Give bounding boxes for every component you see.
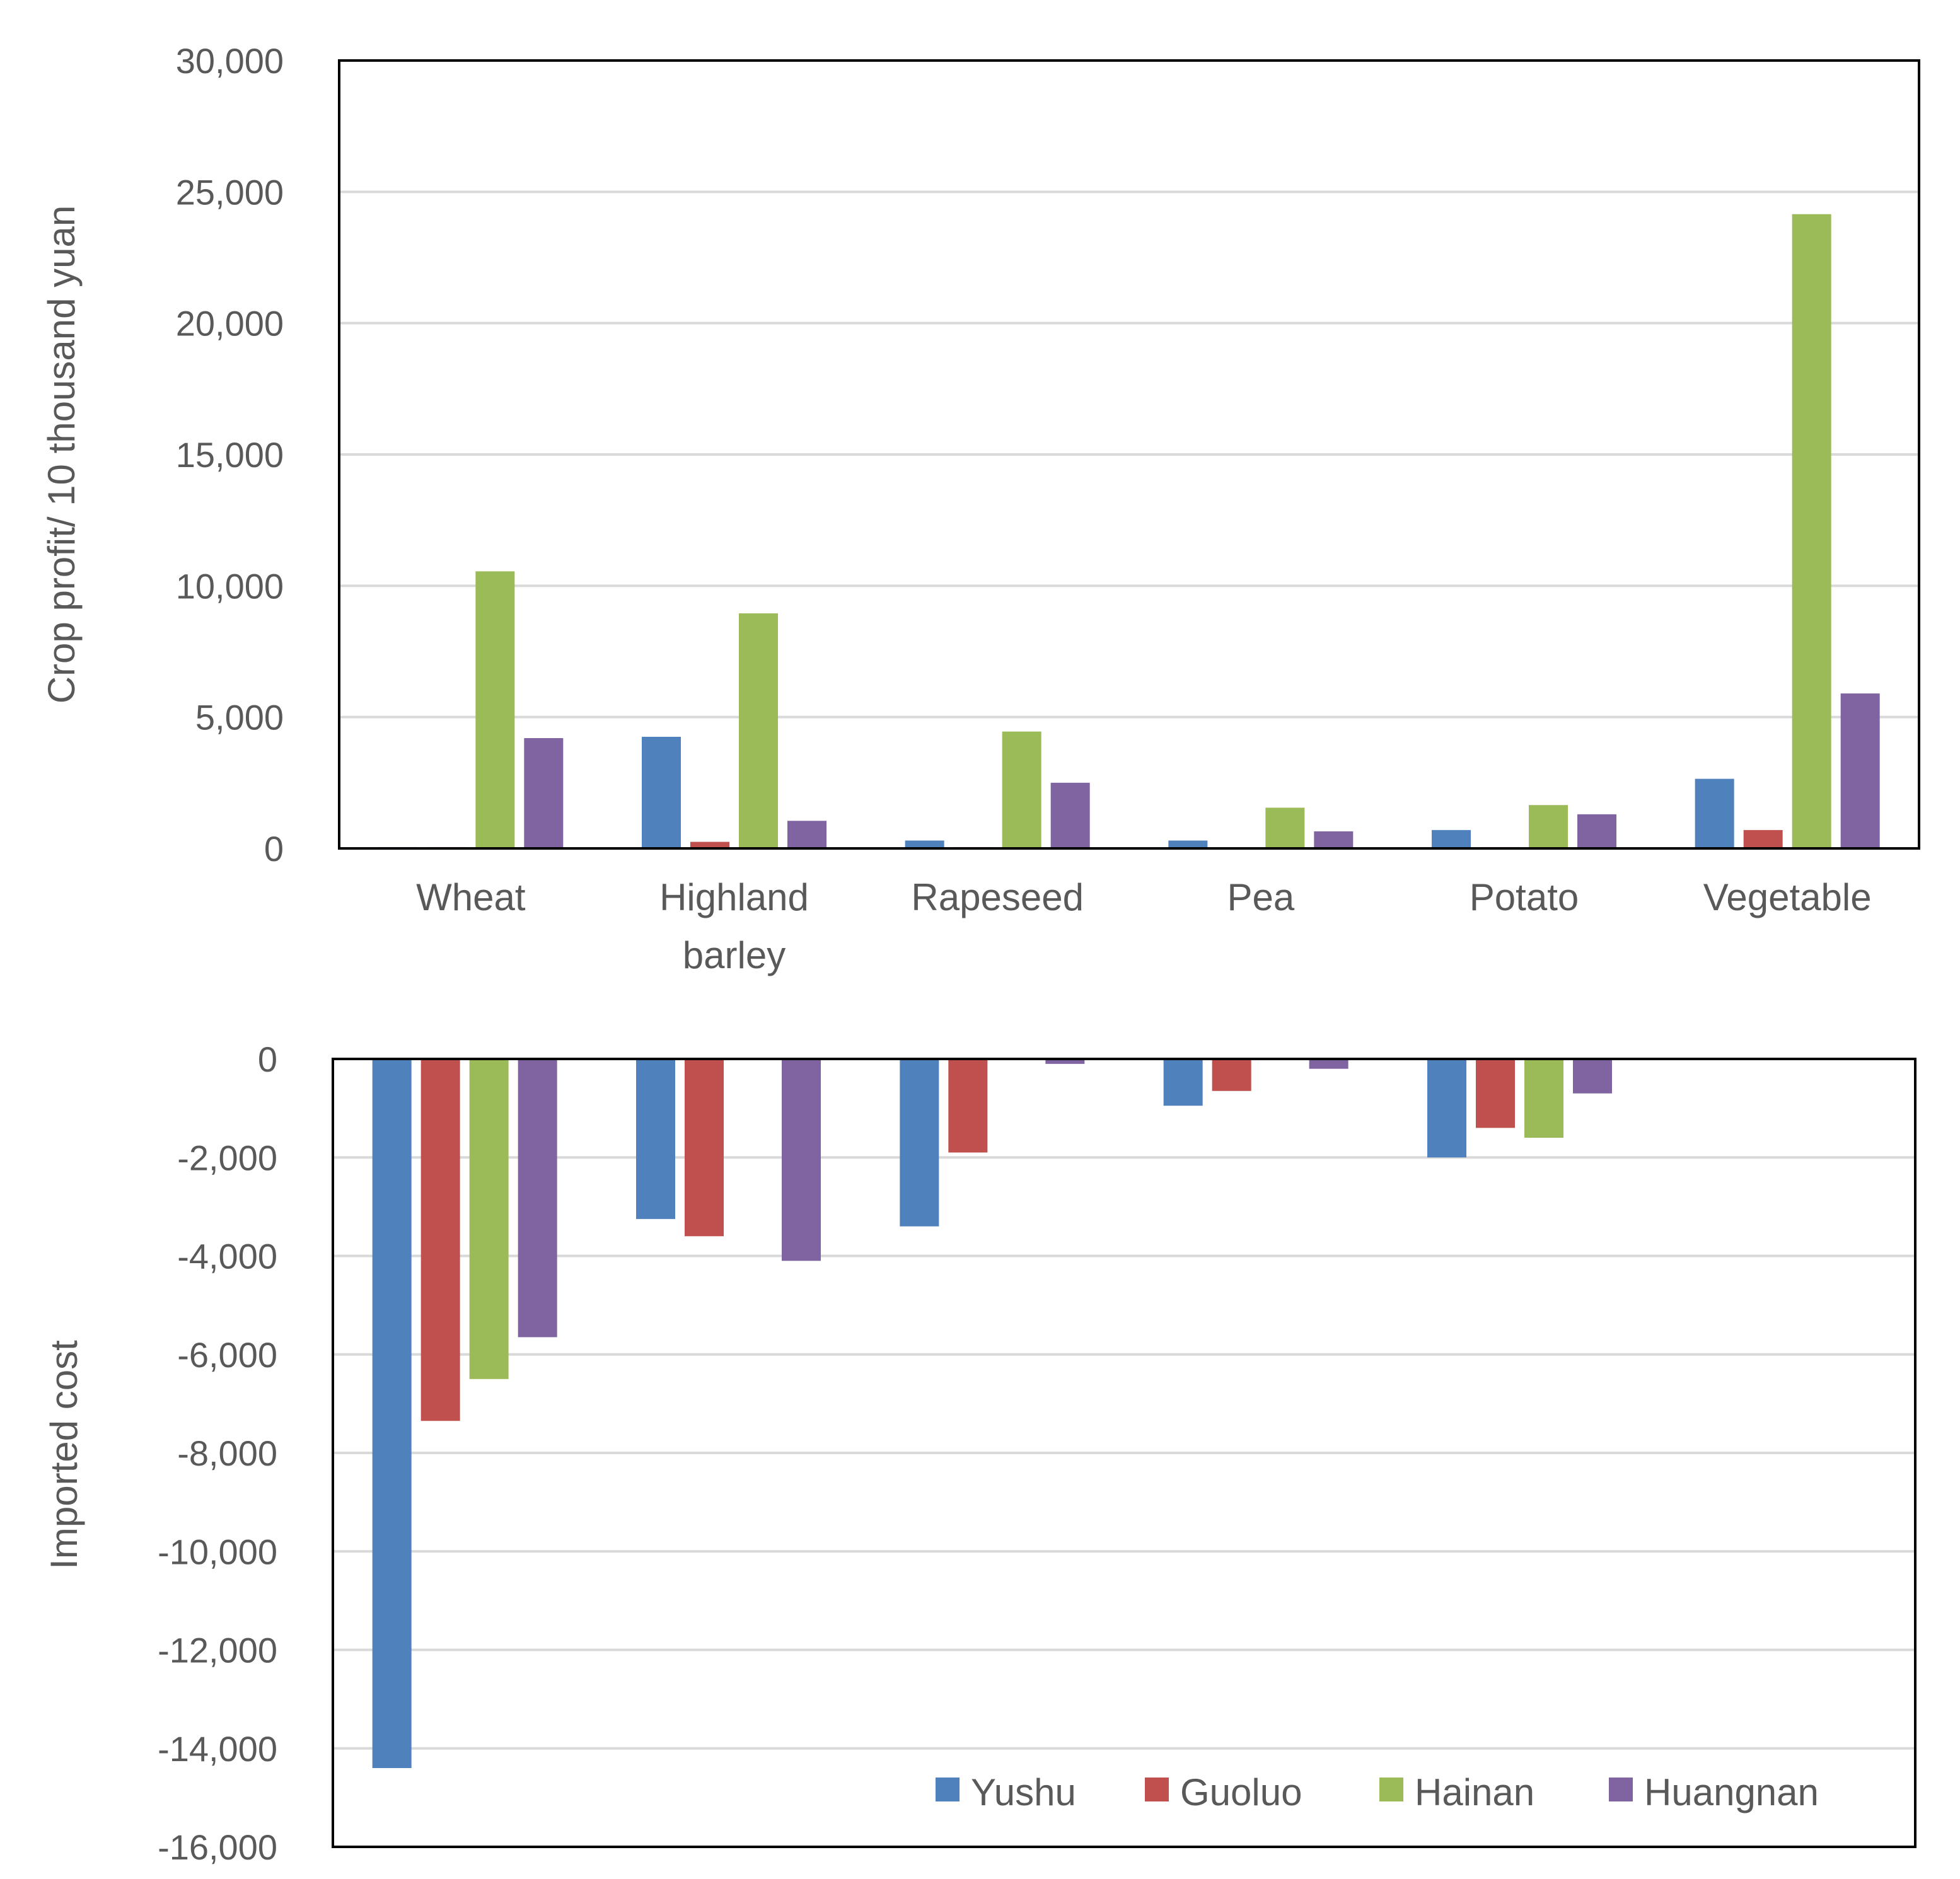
x-category-label: Highland barley [659,876,809,976]
bar-huangnan-pea [1314,831,1354,848]
bar-huangnan-wheat [524,738,564,848]
imported-cost-chart: 0 -2,000 -4,000 -6,000 -8,000 -10,000 -12,000 -… [43,1039,1917,1867]
bar-hainan-vegetable [1792,214,1831,848]
bar-yushu-highland-barley [642,736,681,848]
bar-huangnan-highland-barley [782,1059,821,1261]
bar-yushu-potato [1432,830,1471,848]
y-tick-label: -2,000 [177,1138,277,1177]
legend: Yushu Guoluo Hainan Huangnan [936,1771,1819,1813]
y-axis-title: Crop profit/ 10 thousand yuan [40,205,83,704]
y-tick-label: -6,000 [177,1335,277,1375]
bar-yushu-highland-barley [636,1059,675,1219]
legend-label-hainan: Hainan [1415,1771,1534,1813]
bar-huangnan-rapeseed [1050,782,1090,848]
bar-guoluo-highland-barley [690,841,729,848]
bar-hainan-wheat [469,1059,509,1379]
y-tick-label: -12,000 [158,1631,277,1670]
x-category-label: Vegetable [1703,876,1872,918]
legend-swatch-huangnan [1609,1778,1633,1801]
y-tick-label: 25,000 [176,172,284,212]
y-tick-label: 15,000 [176,435,284,475]
y-tick-label: 20,000 [176,304,284,344]
y-tick-label: -8,000 [177,1433,277,1473]
bar-guoluo-highland-barley [685,1059,724,1237]
bar-yushu-pea [1163,1059,1203,1106]
bar-guoluo-pea [1212,1059,1251,1091]
bar-yushu-rapeseed [905,840,944,848]
legend-label-guoluo: Guoluo [1180,1771,1302,1813]
x-category-label-line: Highland [659,876,809,918]
y-tick-label: 5,000 [195,698,284,737]
bar-hainan-potato [1529,805,1568,848]
x-category-label: Pea [1227,876,1294,918]
bar-hainan-pea [1265,807,1305,848]
y-tick-label: -10,000 [158,1532,277,1571]
bar-huangnan-vegetable [1840,693,1880,848]
y-axis-title: Imported cost [43,1340,85,1570]
bar-huangnan-pea [1309,1059,1348,1069]
bar-hainan-wheat [475,571,515,848]
plot-area-border [338,59,1920,850]
bar-huangnan-highland-barley [787,821,826,848]
x-category-label: Wheat [416,876,526,918]
bar-hainan-rapeseed [1002,731,1041,848]
bar-huangnan-wheat [518,1059,557,1338]
x-category-label-line: barley [683,934,786,976]
bar-yushu-potato [1427,1059,1466,1158]
legend-swatch-yushu [936,1778,960,1801]
x-category-label: Rapeseed [911,876,1084,918]
y-tick-label: -4,000 [177,1237,277,1276]
y-tick-label: 0 [264,829,284,869]
bar-huangnan-potato [1577,814,1616,848]
bar-yushu-vegetable [1695,778,1734,848]
bar-yushu-rapeseed [900,1059,939,1227]
bar-guoluo-rapeseed [948,1059,988,1153]
legend-label-yushu: Yushu [971,1771,1076,1813]
bar-huangnan-potato [1573,1059,1612,1094]
bar-huangnan-rapeseed [1045,1059,1085,1064]
y-tick-label: -14,000 [158,1729,277,1769]
y-tick-label: -16,000 [158,1827,277,1867]
bar-hainan-highland-barley [739,613,778,848]
legend-swatch-hainan [1379,1778,1403,1801]
bar-yushu-pea [1168,840,1208,848]
legend-swatch-guoluo [1145,1778,1169,1801]
legend-label-huangnan: Huangnan [1644,1771,1819,1813]
bar-guoluo-vegetable [1743,830,1783,848]
bar-yushu-wheat [372,1059,412,1768]
y-tick-label: 10,000 [176,566,284,606]
x-category-label: Potato [1470,876,1579,918]
bar-hainan-potato [1524,1059,1563,1138]
bar-guoluo-wheat [420,1059,460,1421]
y-tick-label: 30,000 [176,41,284,81]
plot-area-border [332,1058,1917,1848]
y-tick-label: 0 [258,1039,277,1079]
bar-guoluo-potato [1476,1059,1515,1128]
profit-chart: 0 5,000 10,000 15,000 20,000 25,000 30,000 Crop… [40,41,1920,976]
